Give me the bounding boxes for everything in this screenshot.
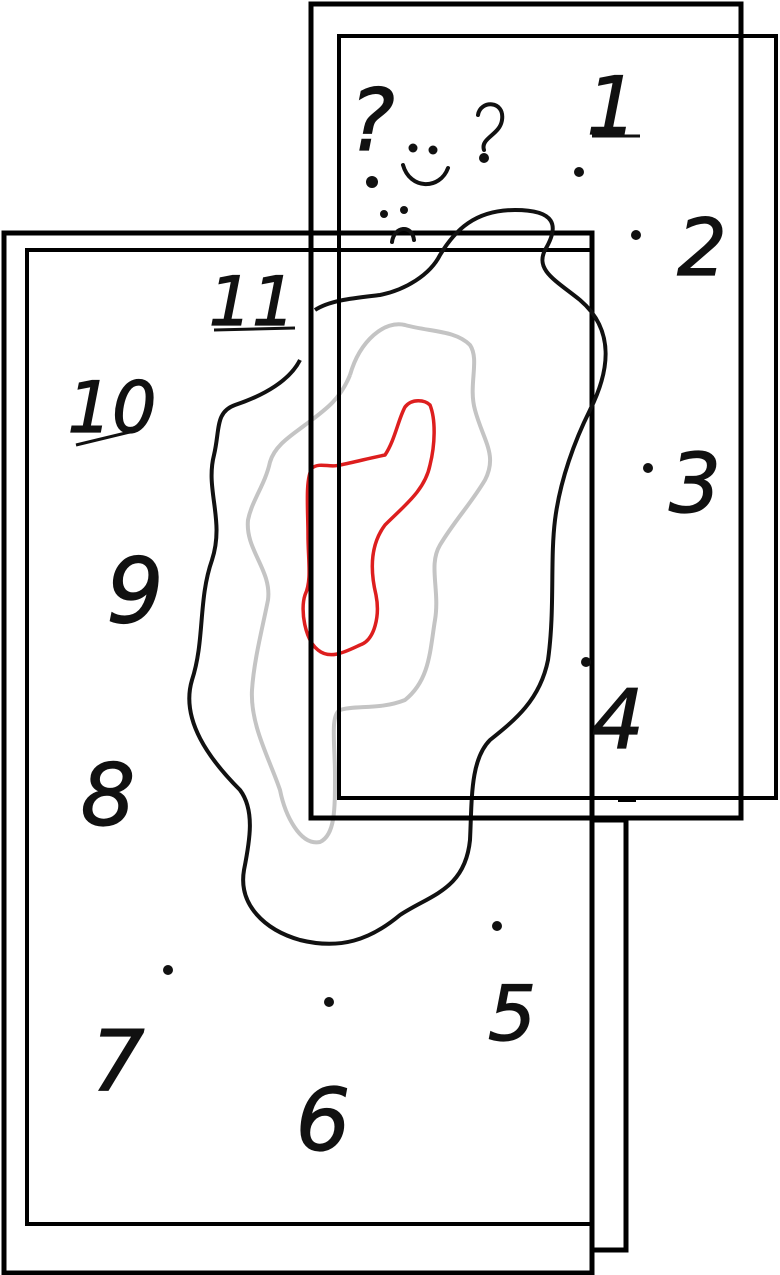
hour-dot-4 (581, 657, 591, 667)
hour-dots (163, 167, 653, 1007)
front-sheet-inner-border (337, 34, 778, 800)
clock-number-5: 5 (488, 969, 536, 1058)
clock-numbers: 1 2 3 4 5 6 7 8 9 10 11 (67, 59, 728, 1171)
question-mark-doodle: ? (349, 71, 395, 171)
hour-dot-2 (631, 230, 641, 240)
middle-contour (245, 322, 492, 845)
hour-dot-6 (324, 997, 334, 1007)
clock-number-1: 1 (587, 60, 638, 153)
hour-dot-5 (492, 921, 502, 931)
back-sheet-frame (1, 230, 595, 1275)
clock-number-6: 6 (296, 1071, 351, 1171)
inner-contour (301, 399, 436, 657)
clock-number-9: 9 (106, 539, 163, 644)
back-sheet-edge (592, 817, 629, 1253)
hour-dot-3 (643, 463, 653, 473)
clock-number-8: 8 (81, 746, 136, 846)
smiley-face-icon (401, 143, 450, 187)
clock-number-2: 2 (677, 204, 727, 294)
hour-dot-1 (574, 167, 584, 177)
front-sheet-frame (308, 1, 744, 821)
clock-number-4: 4 (592, 673, 644, 768)
hour-dot-7 (163, 965, 173, 975)
contour-map (187, 208, 608, 946)
frowny-face-icon (380, 206, 416, 244)
clock-number-7: 7 (91, 1012, 144, 1110)
question-mark-small-icon (476, 102, 505, 152)
front-sheet (308, 1, 778, 821)
back-sheet (1, 230, 629, 1275)
outer-contour (187, 208, 608, 946)
doodles: ? (349, 70, 505, 244)
clock-number-3: 3 (669, 437, 721, 532)
